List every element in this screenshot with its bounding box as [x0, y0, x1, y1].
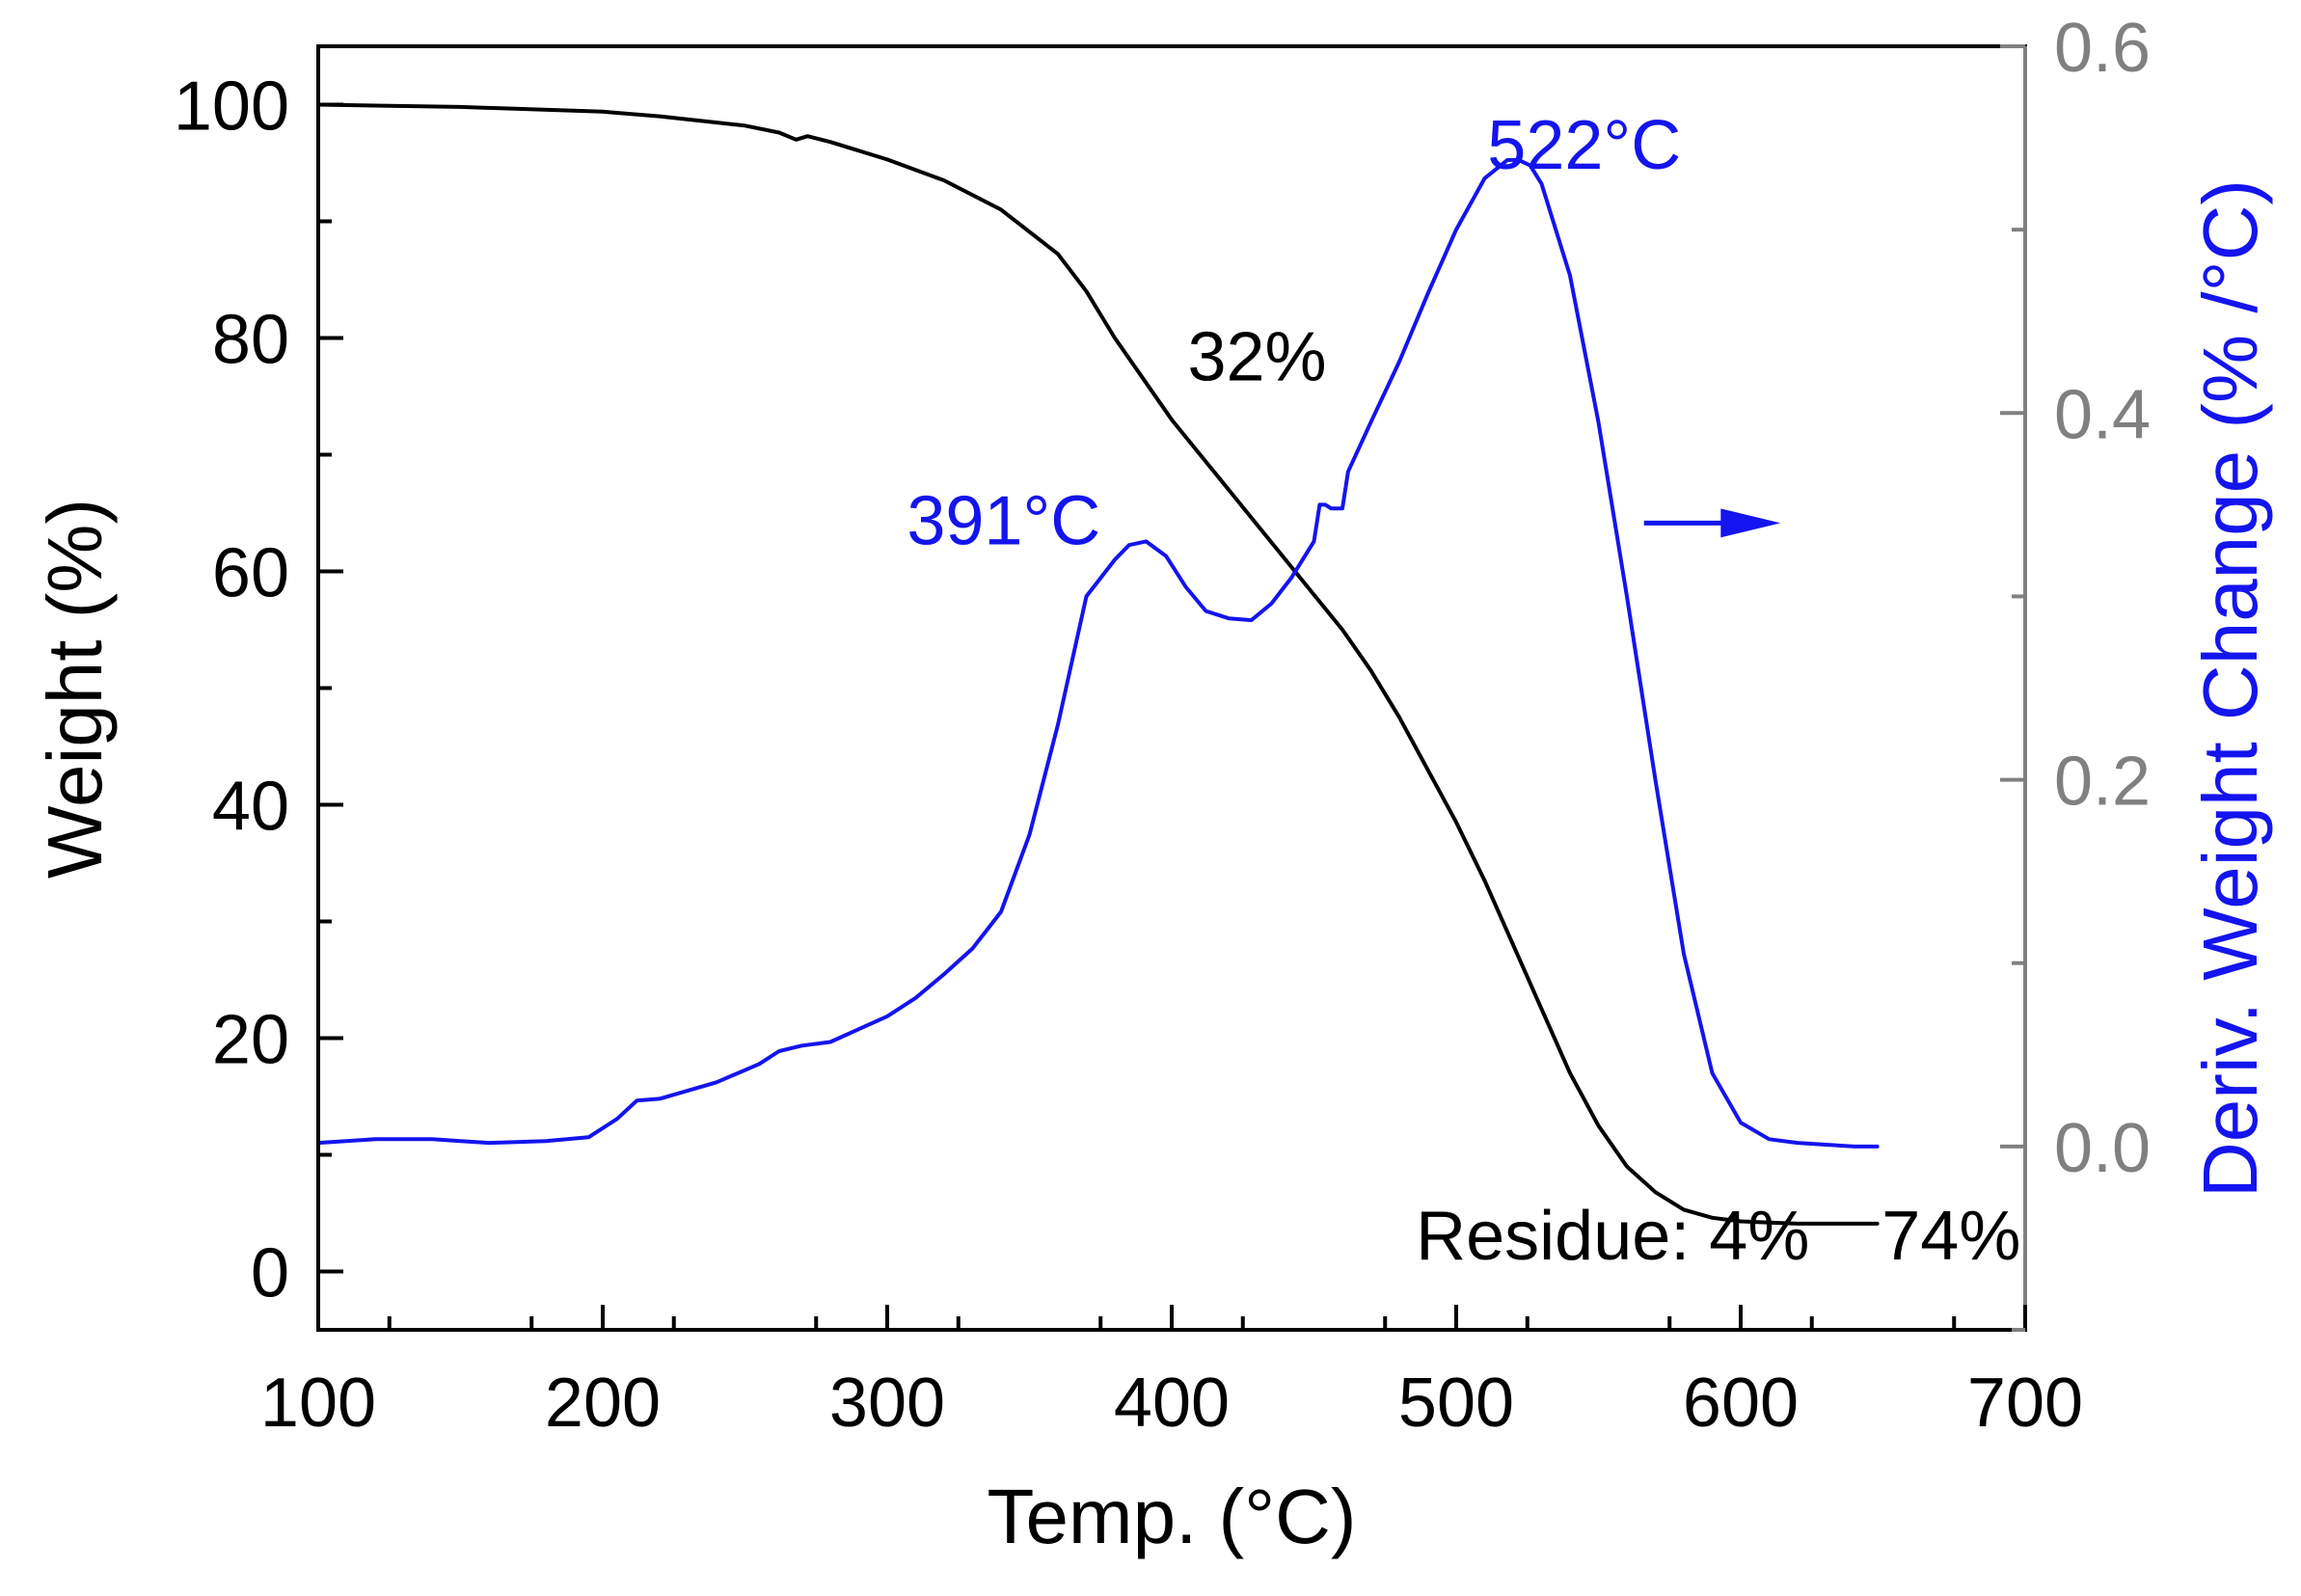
x-tick-label: 200 [545, 1365, 661, 1442]
annotations-layer: 522°C 391°C 32% Residue: 4% 74% [907, 107, 2020, 1275]
y-tick-label: 40 [212, 769, 289, 846]
x-tick-label: 100 [260, 1365, 376, 1442]
y-tick-label: 0 [251, 1235, 289, 1312]
y-tick-label: 60 [212, 535, 289, 612]
annotation-label: 74% [1881, 1198, 2020, 1275]
y2-tick-label: 0.2 [2054, 744, 2151, 821]
x-tick-label: 500 [1398, 1365, 1514, 1442]
annotation-label: 32% [1187, 319, 1326, 396]
x-tick-label: 400 [1114, 1365, 1230, 1442]
derivative-curve [316, 157, 1880, 1149]
labels-layer: Temp. (°C) Weight (%) Deriv. Weight Chan… [32, 179, 2273, 1559]
axis-arrow-head-icon [1720, 508, 1781, 538]
ticks-layer: 100 200 300 400 500 600 700 0 20 40 60 80 100 0.0 0.2 0… [174, 10, 2151, 1442]
y-tick-label: 80 [212, 302, 289, 379]
annotation-label: 391°C [907, 483, 1100, 560]
x-tick-label: 700 [1967, 1365, 2083, 1442]
curves-layer [316, 102, 1880, 1226]
weight-curve [316, 102, 1880, 1226]
y2-tick-label: 0.0 [2054, 1110, 2151, 1187]
x-tick-label: 300 [829, 1365, 945, 1442]
y2-axis-title: Deriv. Weight Change (% /°C) [2187, 179, 2273, 1198]
x-tick-label: 600 [1683, 1365, 1799, 1442]
y2-tick-label: 0.6 [2054, 10, 2151, 87]
y-tick-label: 100 [174, 68, 289, 146]
y-tick-label: 20 [212, 1002, 289, 1079]
x-axis-title: Temp. (°C) [987, 1474, 1356, 1559]
y-axis-title: Weight (%) [32, 499, 118, 879]
y2-tick-label: 0.4 [2054, 376, 2151, 453]
annotation-label: 522°C [1487, 107, 1681, 184]
annotation-label: Residue: 4% [1416, 1198, 1809, 1275]
